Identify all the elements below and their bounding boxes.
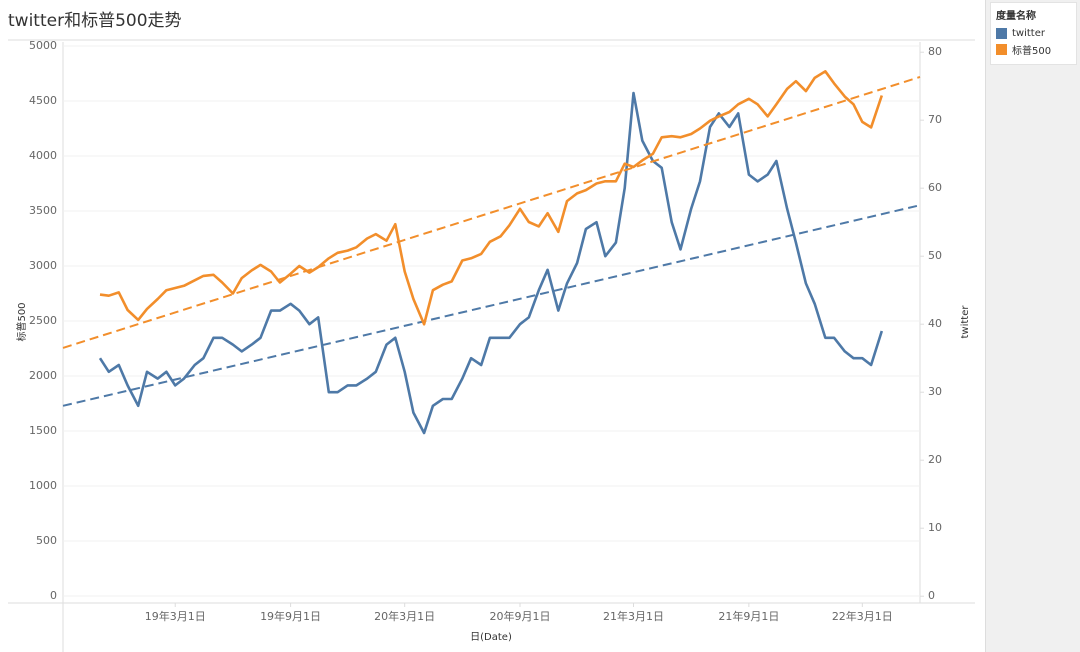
y2-tick-label: 30 (928, 385, 942, 398)
y-tick-label: 1000 (29, 479, 57, 492)
y2-tick-label: 0 (928, 589, 935, 602)
y2-tick-label: 60 (928, 181, 942, 194)
legend: 度量名称 twitter 标普500 (990, 2, 1077, 65)
legend-swatch (996, 44, 1007, 55)
y2-tick-label: 80 (928, 45, 942, 58)
y2-tick-label: 20 (928, 453, 942, 466)
legend-title: 度量名称 (996, 11, 1036, 22)
y-tick-label: 3500 (29, 204, 57, 217)
x-tick-label: 19年3月1日 (145, 609, 206, 623)
x-tick-label: 20年9月1日 (490, 609, 551, 623)
y-tick-label: 0 (50, 589, 57, 602)
x-axis-title: 日(Date) (470, 632, 512, 643)
y-tick-label: 1500 (29, 424, 57, 437)
chart-title: twitter和标普500走势 (8, 11, 182, 31)
y-axis-title: 标普500 (15, 302, 28, 341)
y-tick-label: 4500 (29, 94, 57, 107)
y-tick-label: 2000 (29, 369, 57, 382)
side-panel: 度量名称 twitter 标普500 (985, 0, 1080, 652)
trend-line (62, 76, 921, 349)
legend-item[interactable]: twitter (996, 28, 1071, 39)
y-tick-label: 3000 (29, 259, 57, 272)
series-line (98, 91, 884, 435)
x-tick-label: 22年3月1日 (832, 609, 893, 623)
y-tick-label: 5000 (29, 39, 57, 52)
y2-tick-label: 10 (928, 521, 942, 534)
y-tick-label: 2500 (29, 314, 57, 327)
legend-swatch (996, 28, 1007, 39)
trend-line (62, 204, 921, 407)
y2-axis-title: twitter (960, 305, 971, 339)
y2-tick-label: 50 (928, 249, 942, 262)
y-tick-label: 4000 (29, 149, 57, 162)
y2-tick-label: 70 (928, 113, 942, 126)
chart: twitter和标普500走势 标普500 twitter 日(Date) 0 5… (8, 11, 975, 652)
y2-tick-label: 40 (928, 317, 942, 330)
legend-item[interactable]: 标普500 (996, 42, 1071, 57)
x-tick-label: 19年9月1日 (260, 609, 321, 623)
x-tick-label: 21年3月1日 (603, 609, 664, 623)
x-tick-label: 20年3月1日 (374, 609, 435, 623)
series-line (99, 70, 884, 326)
y-tick-label: 500 (36, 534, 57, 547)
legend-label: 标普500 (1012, 46, 1052, 57)
legend-label: twitter (1012, 28, 1045, 39)
x-tick-label: 21年9月1日 (718, 609, 779, 623)
